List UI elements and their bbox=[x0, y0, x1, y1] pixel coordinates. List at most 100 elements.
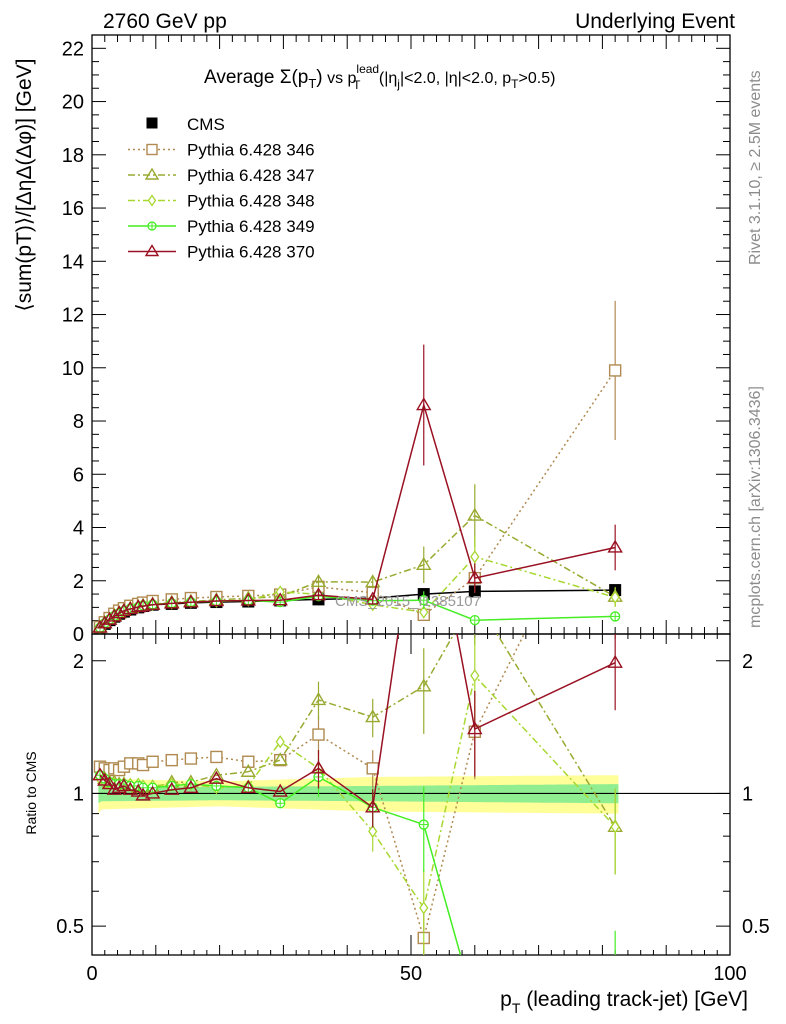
data-point bbox=[467, 721, 483, 735]
x-axis-title: pT (leading track-jet) [GeV] bbox=[500, 988, 748, 1016]
data-point bbox=[272, 783, 288, 797]
data-point bbox=[183, 779, 199, 793]
data-point bbox=[240, 779, 257, 793]
data-point bbox=[310, 573, 327, 588]
data-point bbox=[272, 752, 288, 766]
data-point bbox=[146, 117, 158, 129]
data-point bbox=[144, 244, 160, 257]
data-point bbox=[116, 778, 132, 792]
data-point bbox=[610, 590, 620, 604]
x-tick-label: 0 bbox=[86, 963, 97, 985]
header-right: Underlying Event bbox=[575, 10, 735, 33]
data-point bbox=[272, 592, 288, 606]
data-point bbox=[92, 619, 108, 633]
data-point bbox=[210, 750, 223, 764]
data-point bbox=[208, 767, 225, 781]
plot-title: Average Σ(pT) vs plead T (|ηj|<2.0, |η|<2… bbox=[204, 62, 555, 92]
data-point bbox=[418, 819, 429, 830]
data-point bbox=[92, 767, 108, 781]
watermark: CMS_2015_I1385107 bbox=[335, 593, 481, 610]
series-pythia-6-428-370 bbox=[92, 634, 623, 828]
y-tick-label: 22 bbox=[62, 38, 84, 60]
data-point bbox=[364, 574, 381, 588]
data-point bbox=[147, 221, 157, 231]
data-point bbox=[130, 599, 146, 613]
series-line bbox=[99, 634, 526, 941]
data-point bbox=[419, 605, 429, 619]
data-point bbox=[101, 776, 118, 790]
data-point bbox=[144, 596, 161, 610]
header-left: 2760 GeV pp bbox=[103, 10, 227, 33]
data-point bbox=[147, 194, 157, 207]
data-point bbox=[208, 770, 225, 784]
legend-label: Pythia 6.428 346 bbox=[187, 141, 315, 160]
data-point bbox=[470, 1001, 479, 1010]
data-point bbox=[416, 397, 432, 411]
y-tick-label: 2 bbox=[73, 571, 84, 593]
ratio-y-tick-label: 1 bbox=[73, 783, 84, 805]
data-point bbox=[419, 901, 429, 915]
data-point bbox=[146, 755, 159, 768]
mcplots-label: mcplots.cern.ch [arXiv:1306.3436] bbox=[747, 386, 764, 628]
data-point bbox=[364, 709, 381, 723]
y-tick-label: 20 bbox=[62, 92, 84, 114]
data-point bbox=[608, 364, 622, 377]
series-line bbox=[99, 514, 616, 628]
data-point bbox=[106, 781, 123, 795]
data-point bbox=[416, 678, 432, 692]
data-point bbox=[240, 763, 257, 777]
data-point bbox=[184, 752, 198, 765]
data-point bbox=[144, 785, 161, 799]
data-point bbox=[135, 598, 151, 612]
point-circle bbox=[611, 964, 620, 973]
data-point bbox=[208, 593, 225, 607]
data-point bbox=[183, 594, 199, 608]
data-point bbox=[242, 755, 255, 768]
x-tick-label: 100 bbox=[713, 963, 746, 985]
data-point bbox=[366, 762, 379, 775]
data-point bbox=[310, 692, 327, 706]
main-panel: 0 2 4 6 8 10 12 14 16 18 20 22 bbox=[62, 34, 731, 646]
data-point bbox=[610, 448, 621, 459]
data-point bbox=[164, 595, 180, 609]
y-tick-label: 0 bbox=[73, 624, 84, 646]
data-point bbox=[97, 615, 113, 629]
data-point bbox=[135, 787, 151, 801]
data-point bbox=[275, 798, 286, 809]
y-tick-label: 16 bbox=[62, 198, 84, 220]
series-line bbox=[99, 402, 616, 629]
series-pythia-6-428-346 bbox=[93, 300, 622, 634]
data-point bbox=[310, 587, 327, 601]
y-tick-label: 18 bbox=[62, 145, 84, 167]
data-point bbox=[467, 570, 483, 584]
ratio-y-tick-label: 0.5 bbox=[56, 916, 84, 938]
data-point bbox=[368, 824, 378, 839]
series-pythia-6-428-370 bbox=[92, 344, 623, 633]
data-point bbox=[312, 728, 325, 741]
data-point bbox=[364, 799, 381, 813]
data-point bbox=[146, 143, 158, 156]
ratio-ylabel: Ratio to CMS bbox=[23, 751, 39, 834]
y-tick-label: 8 bbox=[73, 411, 84, 433]
legend-label: Pythia 6.428 349 bbox=[187, 217, 315, 236]
data-point bbox=[467, 507, 483, 521]
data-point bbox=[310, 760, 327, 774]
legend-label: Pythia 6.428 347 bbox=[187, 166, 315, 185]
data-point bbox=[122, 781, 139, 795]
data-point bbox=[364, 591, 381, 605]
ratio-panel: 0 50 100 0.5 0.5 1 1 2 2 bbox=[56, 448, 770, 1010]
data-point bbox=[607, 654, 623, 668]
data-point bbox=[116, 602, 132, 617]
data-point bbox=[144, 167, 160, 180]
legend-label: Pythia 6.428 348 bbox=[187, 192, 315, 211]
data-point bbox=[240, 592, 257, 606]
series-pythia-6-428-346 bbox=[93, 448, 621, 955]
ratio-y-tick-label: 2 bbox=[742, 651, 753, 673]
data-point bbox=[111, 605, 127, 619]
y-tick-label: 12 bbox=[62, 305, 84, 327]
data-point bbox=[275, 735, 285, 749]
point-circle bbox=[470, 1001, 479, 1010]
legend-label: CMS bbox=[187, 115, 225, 134]
series-line bbox=[99, 369, 616, 628]
